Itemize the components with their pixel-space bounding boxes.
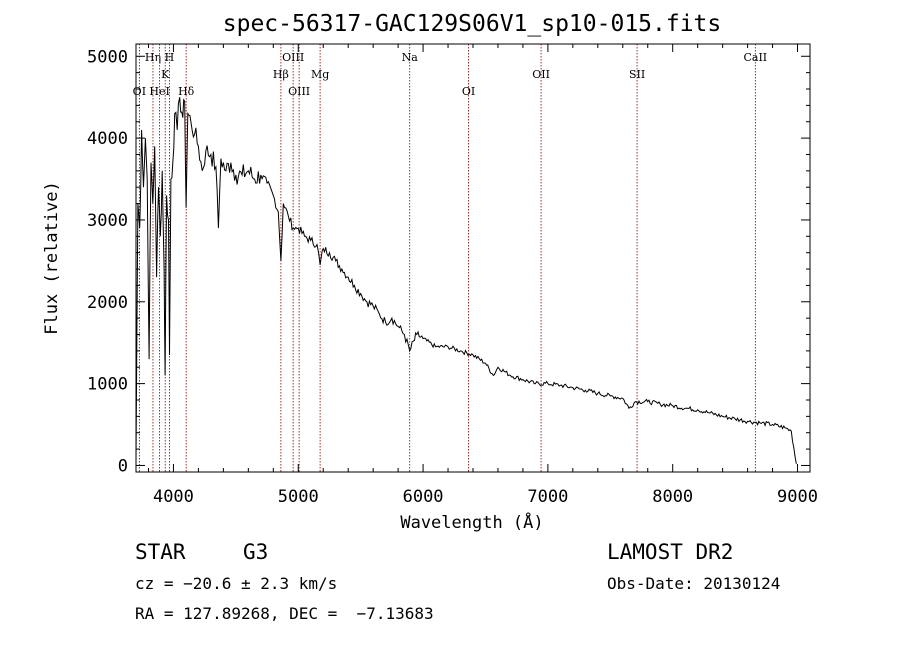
- x-tick-label-1: 5000: [278, 487, 319, 507]
- y-tick-label-2: 2000: [87, 293, 128, 313]
- line-label-8: OIII: [288, 85, 310, 98]
- line-label-0: OI: [133, 85, 146, 98]
- x-tick-label-3: 7000: [527, 487, 568, 507]
- x-tick-label-0: 4000: [153, 487, 194, 507]
- line-label-13: SII: [629, 68, 645, 81]
- observation-date: Obs-Date: 20130124: [607, 574, 781, 593]
- y-tick-label-5: 5000: [87, 47, 128, 67]
- plot-frame: [135, 43, 811, 473]
- line-label-2: HeI: [149, 85, 169, 98]
- line-label-4: H: [165, 51, 175, 64]
- x-axis-ticks: 4000 5000 6000 7000 8000 9000: [147, 44, 818, 507]
- spectral-subclass: G3: [243, 540, 269, 564]
- x-tick-label-5: 9000: [777, 487, 818, 507]
- line-label-14: CaII: [743, 51, 767, 64]
- line-label-12: OII: [532, 68, 550, 81]
- chart-title: spec-56317-GAC129S06V1_sp10-015.fits: [223, 11, 722, 37]
- redshift-cz: cz = −20.6 ± 2.3 km/s: [135, 574, 338, 593]
- y-tick-label-1: 1000: [87, 375, 128, 395]
- y-axis-label: Flux (relative): [42, 181, 62, 335]
- line-label-11: OI: [462, 85, 475, 98]
- line-label-10: Na: [402, 51, 419, 64]
- y-tick-label-4: 4000: [87, 129, 128, 149]
- y-tick-label-3: 3000: [87, 211, 128, 231]
- x-axis-label: Wavelength (Å): [400, 511, 543, 533]
- line-label-1: Hη: [145, 51, 161, 64]
- line-label-7: OIII: [282, 51, 304, 64]
- line-label-6: Hβ: [273, 68, 289, 81]
- line-label-3: K: [161, 68, 170, 81]
- x-tick-label-4: 8000: [652, 487, 693, 507]
- x-tick-label-2: 6000: [403, 487, 444, 507]
- object-class: STAR: [135, 540, 186, 564]
- y-tick-label-0: 0: [118, 456, 128, 476]
- y-axis-ticks: 0 1000 2000 3000 4000 5000: [87, 47, 810, 476]
- line-label-5: Hδ: [178, 85, 195, 98]
- coordinates-ra-dec: RA = 127.89268, DEC = −7.13683: [135, 604, 434, 623]
- line-label-9: Mg: [311, 68, 329, 81]
- spectrum-line: [135, 97, 797, 464]
- survey-name: LAMOST DR2: [607, 540, 734, 564]
